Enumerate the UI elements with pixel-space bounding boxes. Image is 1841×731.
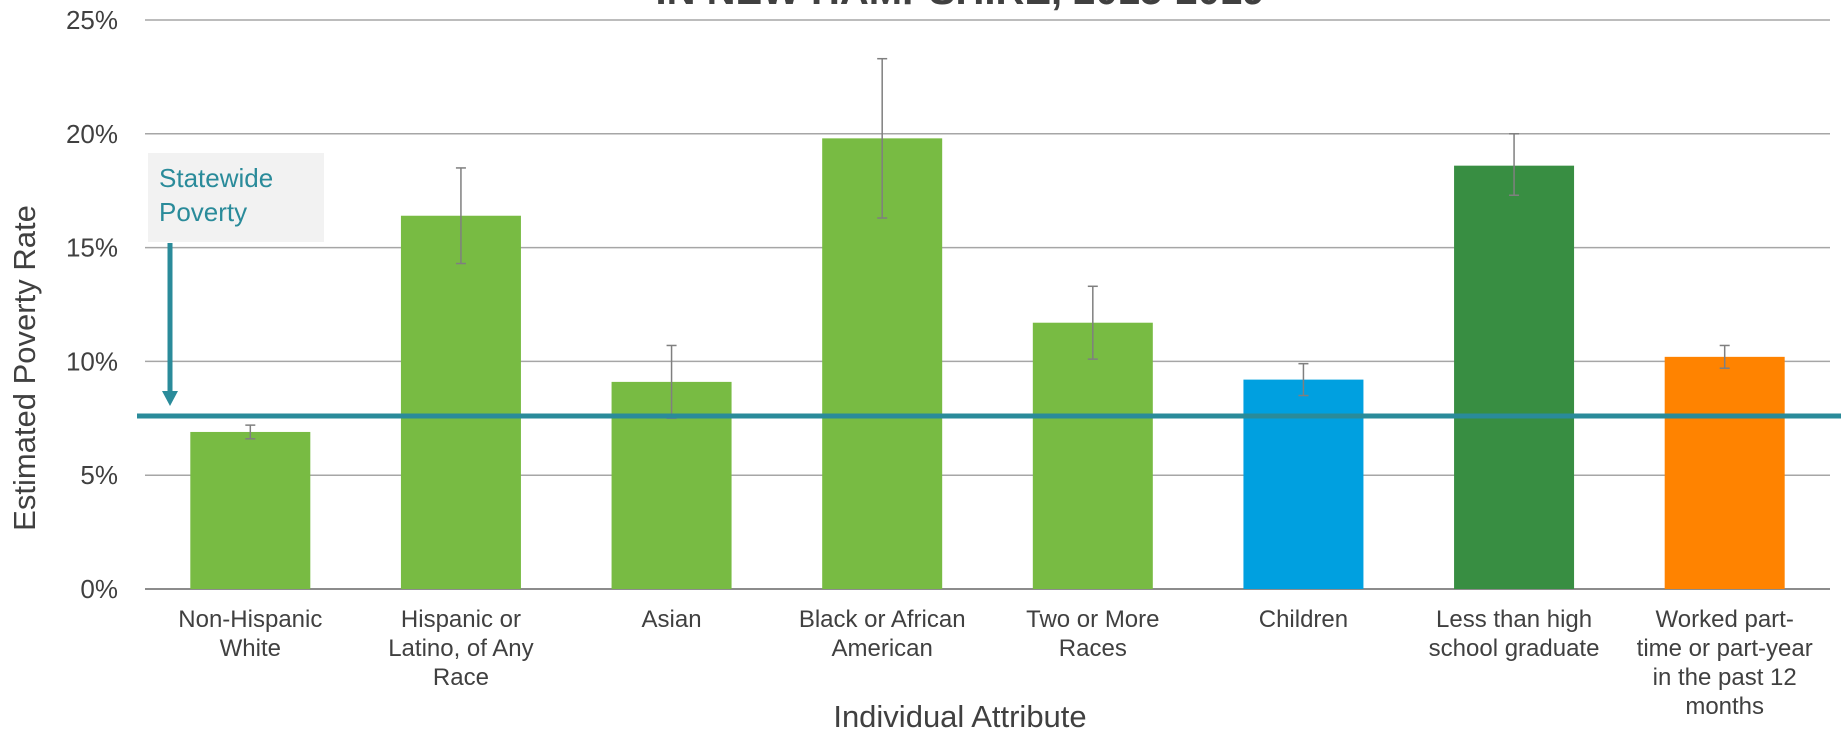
- error-bars: [245, 57, 1730, 440]
- x-category-label: Children: [1259, 606, 1348, 633]
- bar: [1454, 165, 1575, 589]
- bar: [190, 431, 311, 589]
- callout-box: [148, 153, 324, 242]
- callout-arrow-head: [162, 391, 178, 406]
- callout-label: Statewide Poverty: [159, 163, 273, 227]
- y-tick-label: 25%: [66, 5, 118, 35]
- statewide-poverty-reference: Statewide Poverty: [137, 153, 1841, 419]
- bars: [190, 138, 1785, 590]
- y-tick-label: 5%: [80, 460, 118, 490]
- x-category-label: Black or African American: [799, 606, 966, 662]
- x-axis-categories: Non-Hispanic White Hispanic or Latino, of A…: [178, 606, 1812, 720]
- y-tick-label: 15%: [66, 233, 118, 263]
- x-category-label: Worked part-time or part-year in the past…: [1637, 606, 1813, 720]
- x-category-label: Non-Hispanic White: [178, 606, 322, 662]
- y-axis-title: Estimated Poverty Rate: [7, 205, 42, 531]
- gridlines: [145, 19, 1830, 590]
- x-category-label: Two or More Races: [1026, 606, 1159, 662]
- x-category-label: Hispanic or Latino, of Any Race: [388, 606, 533, 691]
- bar: [400, 215, 521, 589]
- y-tick-label: 0%: [80, 574, 118, 604]
- y-tick-label: 20%: [66, 119, 118, 149]
- y-tick-label: 10%: [66, 346, 118, 376]
- chart-title: IN NEW HAMPSHIRE, 2015-2019: [655, 0, 1264, 13]
- bar: [1032, 322, 1153, 589]
- x-category-label: Less than high school graduate: [1429, 606, 1600, 662]
- x-category-label: Asian: [642, 606, 702, 633]
- x-axis-title: Individual Attribute: [833, 699, 1086, 731]
- y-axis-ticks: 0% 5% 10% 15% 20% 25%: [66, 5, 118, 604]
- bar: [1664, 356, 1785, 589]
- bar: [1243, 379, 1364, 589]
